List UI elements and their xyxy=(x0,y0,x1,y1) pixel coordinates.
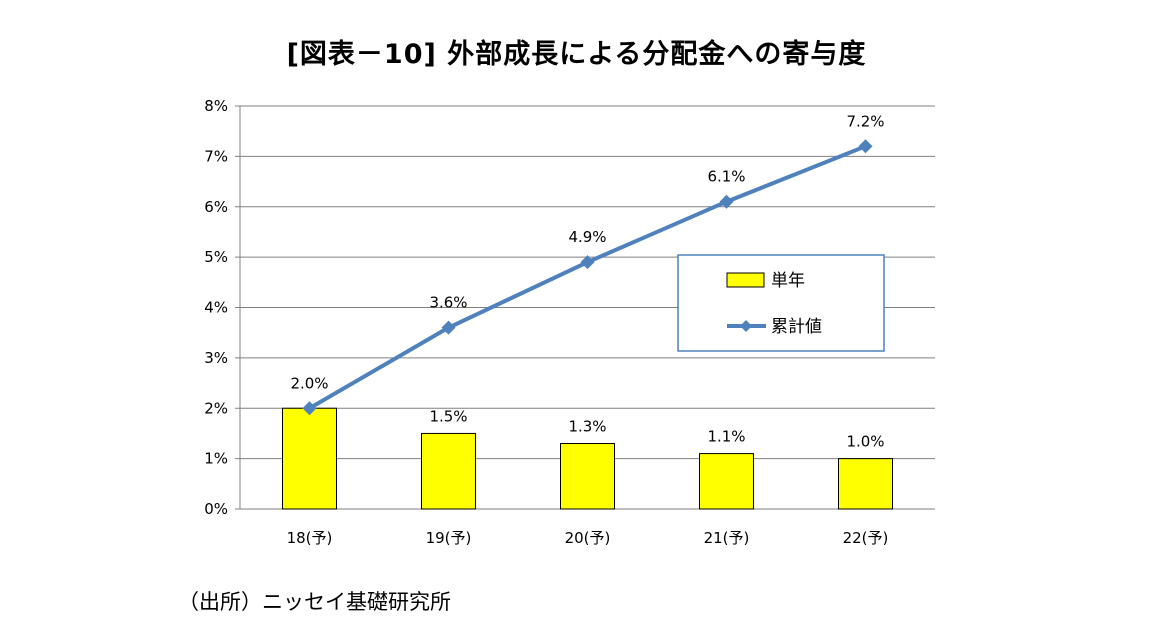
legend-swatch-marker xyxy=(740,320,752,332)
x-axis-ticks: 18(予) 19(予) 20(予) 21(予) 22(予) xyxy=(287,529,889,547)
line-marker xyxy=(441,320,456,335)
bar-data-label: 1.1% xyxy=(707,428,745,446)
line-marker xyxy=(719,194,734,209)
bar-data-label: 1.5% xyxy=(429,407,467,425)
line-marker xyxy=(580,255,595,270)
source-note: （出所）ニッセイ基礎研究所 xyxy=(178,590,451,614)
y-tick-label: 8% xyxy=(204,97,228,115)
legend-label-line: 累計値 xyxy=(771,317,822,337)
x-tick-label: 18(予) xyxy=(287,529,333,547)
y-tick-label: 3% xyxy=(204,349,228,367)
y-tick-label: 4% xyxy=(204,299,228,317)
bar-series xyxy=(282,407,893,510)
y-tick-label: 0% xyxy=(204,500,228,518)
y-axis-ticks: 0% 1% 2% 3% 4% 5% 6% 7% 8% xyxy=(204,97,228,518)
legend-label-bar: 単年 xyxy=(771,271,805,291)
x-tick-label: 22(予) xyxy=(843,529,889,547)
y-tick-label: 5% xyxy=(204,248,228,266)
y-tick-label: 6% xyxy=(204,198,228,216)
bar xyxy=(560,443,615,510)
y-tick-label: 1% xyxy=(204,450,228,468)
line-data-label: 4.9% xyxy=(568,228,606,246)
line-series xyxy=(302,139,873,416)
bar xyxy=(282,407,337,510)
y-tick-label: 2% xyxy=(204,399,228,417)
legend-swatch-bar xyxy=(726,272,765,288)
line-marker xyxy=(302,401,317,416)
bar xyxy=(838,458,893,510)
x-tick-label: 21(予) xyxy=(704,529,750,547)
bar xyxy=(421,432,476,510)
line-data-label: 7.2% xyxy=(846,112,884,130)
line-data-label: 2.0% xyxy=(290,374,328,392)
data-labels: 1.5% 1.3% 1.1% 1.0% 2.0% 3.6% 4.9% 6.1% 7.2% xyxy=(290,112,884,450)
legend-box xyxy=(677,254,885,352)
line-marker xyxy=(858,139,873,154)
chart-title: [図表－10] 外部成長による分配金への寄与度 xyxy=(286,39,867,70)
line-data-label: 6.1% xyxy=(707,168,745,186)
bar xyxy=(699,453,754,510)
bar-data-label: 1.3% xyxy=(568,418,606,436)
y-tick-label: 7% xyxy=(204,147,228,165)
x-tick-label: 19(予) xyxy=(426,529,472,547)
x-tick-label: 20(予) xyxy=(565,529,611,547)
line-data-label: 3.6% xyxy=(429,294,467,312)
bar-data-label: 1.0% xyxy=(846,433,884,451)
